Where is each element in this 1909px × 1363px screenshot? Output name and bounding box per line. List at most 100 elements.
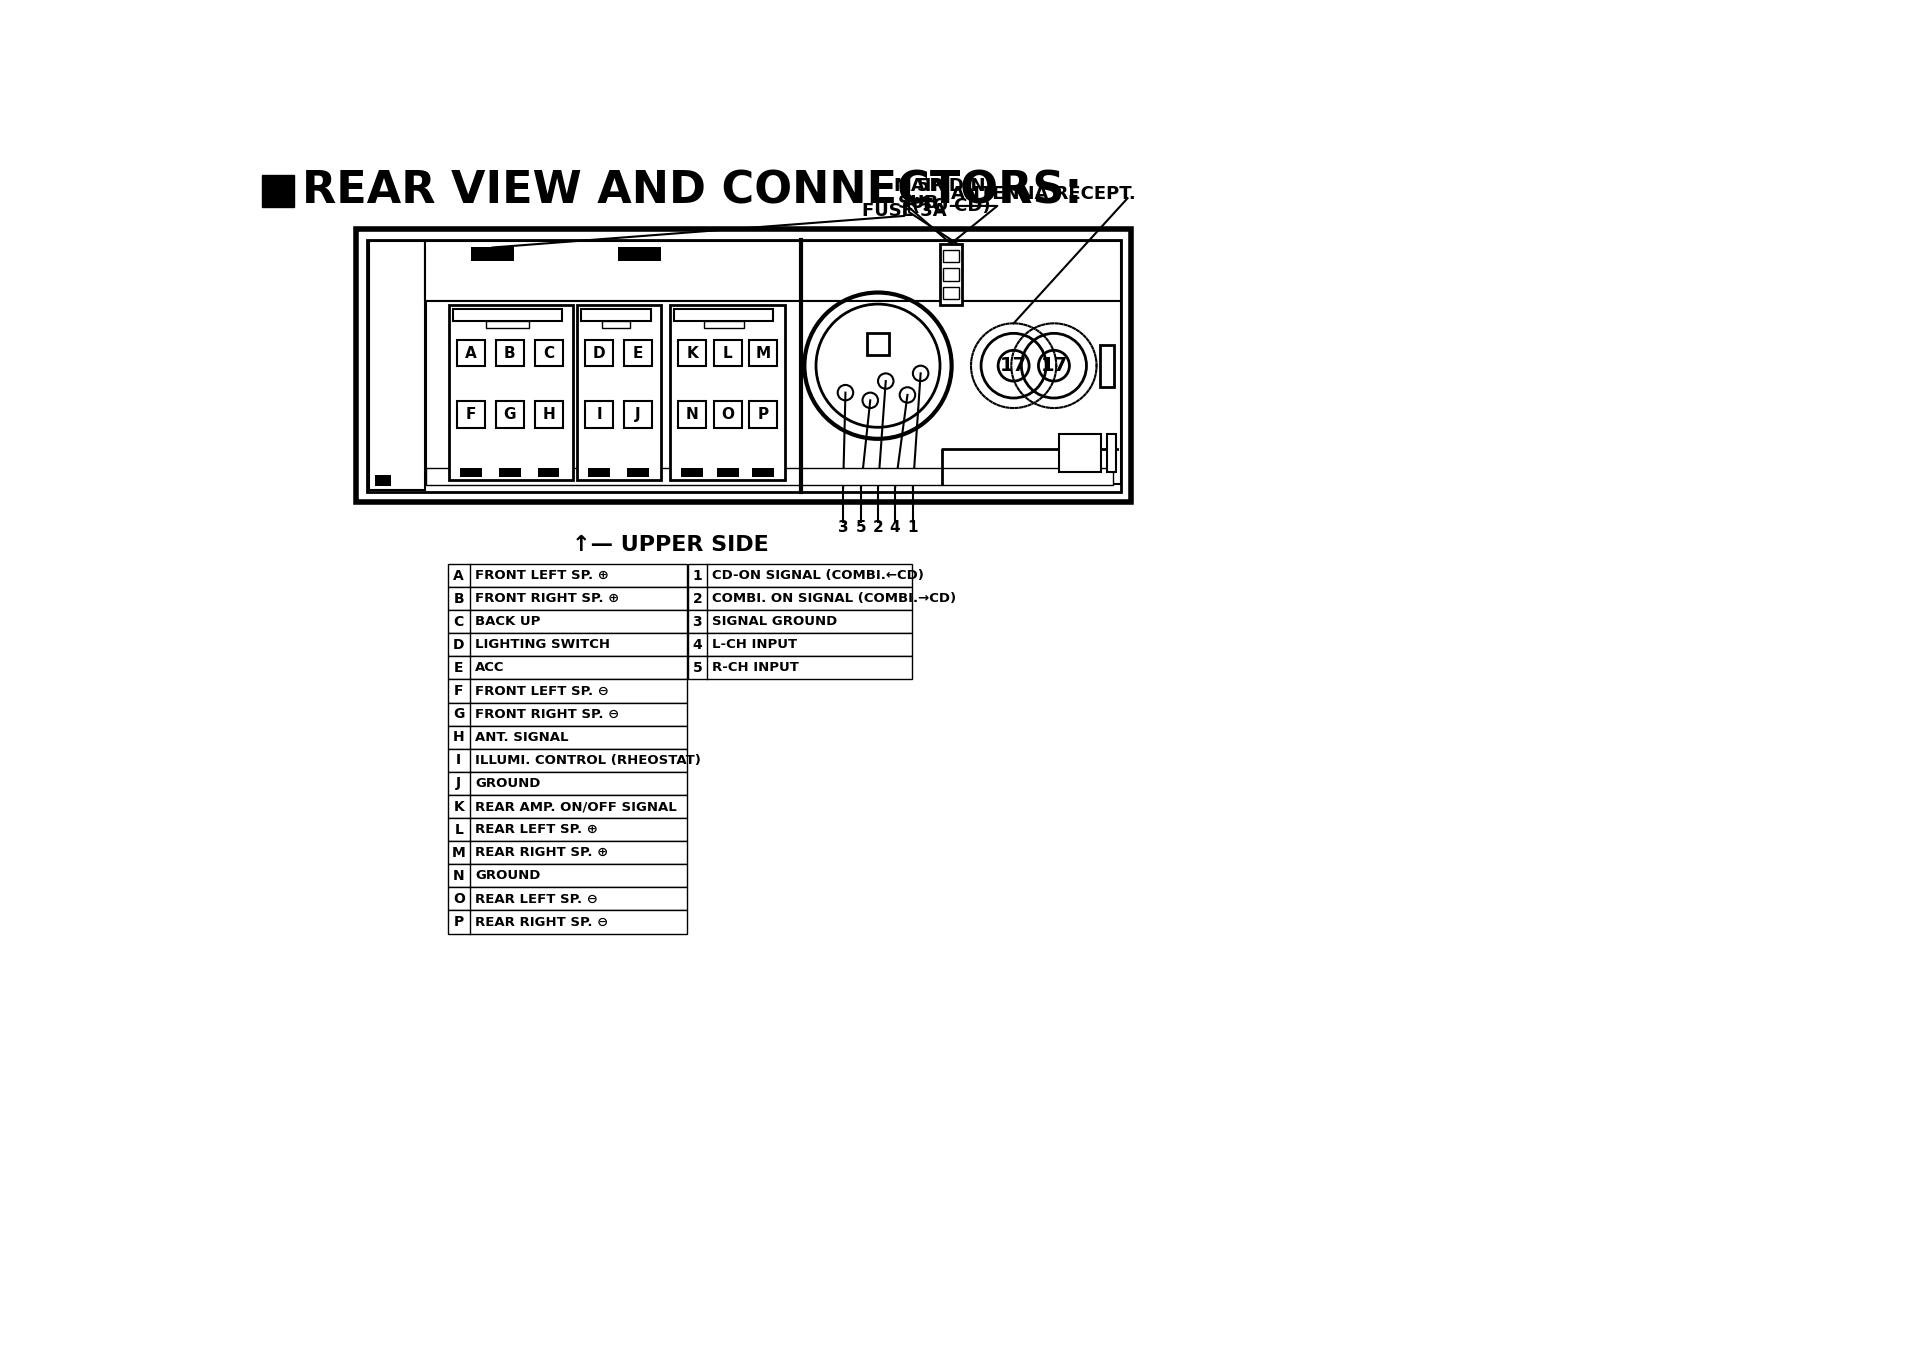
Bar [449,564,687,587]
Bar [716,468,739,477]
Text: I: I [456,754,462,767]
Bar [426,301,1121,484]
Text: 2: 2 [872,521,884,536]
Text: G: G [452,707,464,721]
Text: REAR AMP. ON/OFF SIGNAL: REAR AMP. ON/OFF SIGNAL [475,800,678,812]
Bar [357,229,1132,503]
Text: B: B [454,592,464,605]
Bar [368,241,424,491]
Bar [943,269,958,281]
Bar [449,657,687,680]
Bar [714,401,741,428]
Text: 3: 3 [838,521,848,536]
Text: ANT. SIGNAL: ANT. SIGNAL [475,731,569,744]
Bar [487,322,529,327]
Text: N: N [452,868,464,883]
Text: 1: 1 [693,568,703,582]
Bar [449,680,687,702]
Bar [424,241,1121,301]
Text: 5: 5 [855,521,867,536]
Text: E: E [454,661,464,675]
Bar [943,249,958,262]
Text: H: H [452,731,464,744]
Bar [624,341,651,367]
Bar [584,341,613,367]
Text: M: M [452,845,466,860]
Text: H: H [542,408,556,423]
Bar [687,564,913,587]
Text: ILLUMI. CONTROL (RHEOSTAT): ILLUMI. CONTROL (RHEOSTAT) [475,754,701,767]
Text: L: L [724,346,733,361]
Text: K: K [685,346,699,361]
Bar [538,468,559,477]
Text: L-CH INPUT: L-CH INPUT [712,638,798,652]
Text: ↑— UPPER SIDE: ↑— UPPER SIDE [573,534,769,555]
Text: REAR RIGHT SP. ⊕: REAR RIGHT SP. ⊕ [475,846,609,859]
Text: F: F [454,684,464,698]
Bar [449,910,687,934]
Bar [704,322,745,327]
Bar [867,334,890,354]
Bar [449,887,687,910]
Text: B: B [504,346,515,361]
Bar [584,401,613,428]
Bar [449,634,687,657]
Bar [580,309,651,322]
Text: L: L [454,823,464,837]
Bar [682,468,703,477]
Text: CD-ON SIGNAL (COMBI.←CD): CD-ON SIGNAL (COMBI.←CD) [712,568,924,582]
Text: ACC: ACC [475,661,504,675]
Text: P: P [758,408,769,423]
Bar [449,748,687,771]
Bar [1059,433,1101,473]
Text: LIGHTING SWITCH: LIGHTING SWITCH [475,638,611,652]
Bar [449,305,573,480]
Bar [670,305,785,480]
Bar [678,341,706,367]
Bar [456,401,485,428]
Bar [687,657,913,680]
Bar [456,341,485,367]
Text: 17: 17 [1000,356,1027,375]
Text: C: C [542,346,554,361]
Text: O: O [452,891,464,906]
Bar [452,309,561,322]
Bar [939,244,962,305]
Bar [588,468,609,477]
Bar [460,468,481,477]
Bar [449,587,687,611]
Bar [678,401,706,428]
Text: SUB: SUB [897,195,939,213]
Text: J: J [456,777,462,791]
Bar [496,341,523,367]
Text: K: K [452,800,464,814]
Text: D: D [592,346,605,361]
Text: COMBI. ON SIGNAL (COMBI.→CD): COMBI. ON SIGNAL (COMBI.→CD) [712,592,956,605]
Text: F: F [466,408,477,423]
Text: FUSE 3A: FUSE 3A [861,202,947,219]
Text: REAR LEFT SP. ⊕: REAR LEFT SP. ⊕ [475,823,598,836]
Bar [449,864,687,887]
Bar [262,174,294,207]
Text: N: N [685,408,699,423]
Text: A: A [466,346,477,361]
Bar [674,309,773,322]
Text: M: M [756,346,771,361]
Text: G: G [504,408,515,423]
Bar [367,240,1121,492]
Text: FRONT LEFT SP. ⊕: FRONT LEFT SP. ⊕ [475,568,609,582]
Text: 5P DIN
(TO CD): 5P DIN (TO CD) [911,177,991,215]
Bar [624,401,651,428]
Text: O: O [722,408,735,423]
Text: E: E [632,346,643,361]
Text: MAIN: MAIN [893,177,947,195]
Bar [496,401,523,428]
Text: REAR LEFT SP. ⊖: REAR LEFT SP. ⊖ [475,893,598,905]
Text: BACK UP: BACK UP [475,615,540,628]
Text: REAR RIGHT SP. ⊖: REAR RIGHT SP. ⊖ [475,916,609,928]
Bar [449,818,687,841]
Bar [601,322,630,327]
Text: 5: 5 [693,661,703,675]
Text: GROUND: GROUND [475,777,540,791]
Bar [1100,345,1115,387]
